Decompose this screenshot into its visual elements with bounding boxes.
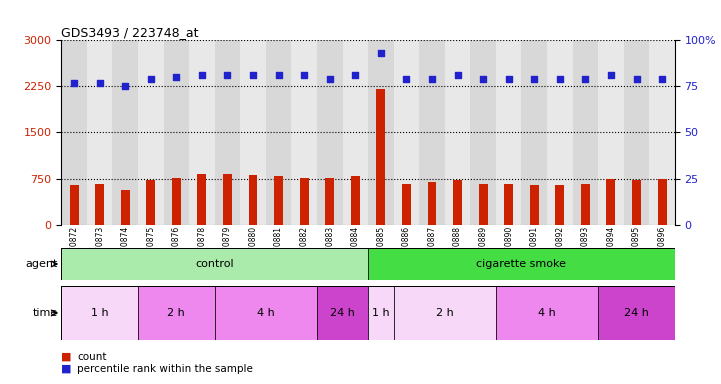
Text: 1 h: 1 h	[372, 308, 389, 318]
Text: time: time	[32, 308, 58, 318]
Point	[375, 50, 386, 56]
Text: ■: ■	[61, 352, 72, 362]
Bar	[555, 185, 565, 225]
Bar	[317, 40, 342, 225]
Bar	[172, 178, 181, 225]
Bar	[189, 40, 215, 225]
Bar	[70, 185, 79, 225]
Bar	[624, 40, 650, 225]
Bar	[240, 40, 266, 225]
Bar	[61, 286, 138, 340]
Text: 4 h: 4 h	[257, 308, 275, 318]
Bar	[376, 89, 385, 225]
Text: 4 h: 4 h	[538, 308, 556, 318]
Point	[145, 76, 156, 82]
Text: 1 h: 1 h	[91, 308, 108, 318]
Bar	[198, 174, 206, 225]
Bar	[95, 184, 104, 225]
Bar	[598, 286, 675, 340]
Point	[580, 76, 591, 82]
Text: agent: agent	[25, 259, 58, 269]
Bar	[112, 40, 138, 225]
Point	[350, 72, 361, 78]
Bar	[394, 40, 419, 225]
Point	[196, 72, 208, 78]
Bar	[428, 182, 436, 225]
Bar	[215, 286, 317, 340]
Text: percentile rank within the sample: percentile rank within the sample	[77, 364, 253, 374]
Bar	[632, 180, 641, 225]
Bar	[606, 179, 616, 225]
Text: ■: ■	[61, 364, 72, 374]
Bar	[572, 40, 598, 225]
Bar	[445, 40, 470, 225]
Point	[120, 83, 131, 89]
Text: cigarette smoke: cigarette smoke	[477, 259, 567, 269]
Bar	[351, 176, 360, 225]
Point	[656, 76, 668, 82]
Bar	[496, 286, 598, 340]
Bar	[530, 185, 539, 225]
Bar	[342, 40, 368, 225]
Bar	[61, 248, 368, 280]
Bar	[368, 248, 675, 280]
Bar	[138, 286, 215, 340]
Text: 24 h: 24 h	[330, 308, 355, 318]
Bar	[164, 40, 189, 225]
Bar	[138, 40, 164, 225]
Bar	[266, 40, 291, 225]
Point	[94, 79, 105, 86]
Point	[221, 72, 233, 78]
Bar	[274, 176, 283, 225]
Point	[401, 76, 412, 82]
Bar	[300, 178, 309, 225]
Point	[171, 74, 182, 80]
Bar	[146, 180, 155, 225]
Bar	[325, 178, 335, 225]
Point	[528, 76, 540, 82]
Text: count: count	[77, 352, 107, 362]
Bar	[658, 179, 666, 225]
Bar	[368, 286, 394, 340]
Bar	[581, 184, 590, 225]
Bar	[547, 40, 572, 225]
Point	[247, 72, 259, 78]
Point	[452, 72, 464, 78]
Bar	[496, 40, 521, 225]
Text: 24 h: 24 h	[624, 308, 649, 318]
Text: control: control	[195, 259, 234, 269]
Text: 2 h: 2 h	[167, 308, 185, 318]
Bar	[291, 40, 317, 225]
Bar	[120, 190, 130, 225]
Bar	[504, 184, 513, 225]
Point	[503, 76, 515, 82]
Bar	[368, 40, 394, 225]
Point	[631, 76, 642, 82]
Bar	[479, 184, 487, 225]
Bar	[598, 40, 624, 225]
Bar	[402, 184, 411, 225]
Bar	[87, 40, 112, 225]
Bar	[470, 40, 496, 225]
Point	[477, 76, 489, 82]
Point	[298, 72, 310, 78]
Point	[554, 76, 565, 82]
Bar	[521, 40, 547, 225]
Bar	[650, 40, 675, 225]
Point	[426, 76, 438, 82]
Text: GDS3493 / 223748_at: GDS3493 / 223748_at	[61, 26, 199, 39]
Bar	[61, 40, 87, 225]
Bar	[453, 180, 462, 225]
Point	[273, 72, 284, 78]
Point	[324, 76, 335, 82]
Bar	[249, 175, 257, 225]
Point	[68, 79, 80, 86]
Point	[605, 72, 616, 78]
Bar	[419, 40, 445, 225]
Bar	[317, 286, 368, 340]
Text: 2 h: 2 h	[436, 308, 454, 318]
Bar	[394, 286, 496, 340]
Bar	[223, 174, 232, 225]
Bar	[215, 40, 240, 225]
